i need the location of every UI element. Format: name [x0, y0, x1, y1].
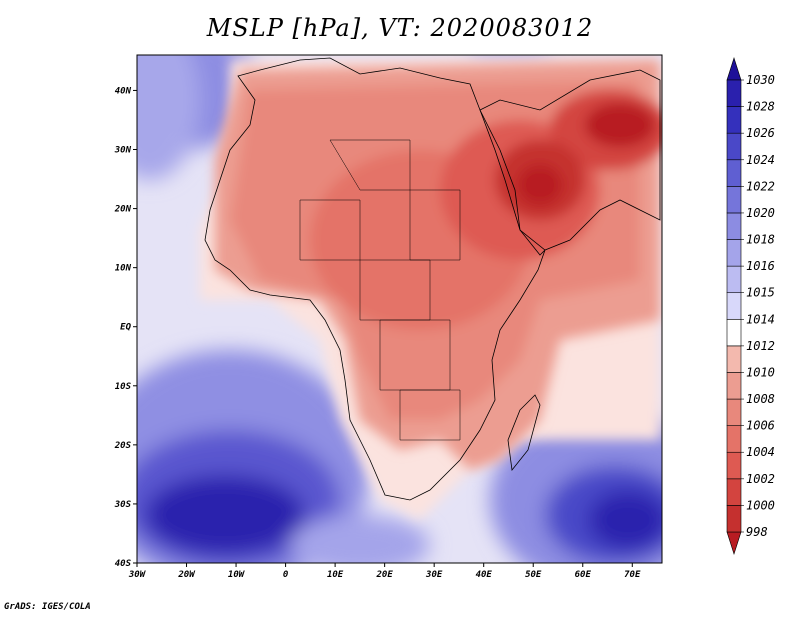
colorbar-swatch: [726, 318, 742, 347]
colorbar-legend: 998 1000 1002 1004 1006 1008 1010 1012 1014 1015 1…: [726, 57, 775, 555]
map-frame: [136, 54, 663, 564]
colorbar-label: 1002: [746, 472, 775, 486]
y-tick-label: 30S: [114, 500, 132, 510]
x-tick-label: 70E: [624, 570, 641, 580]
arabia-coastline: [479, 69, 661, 251]
y-tick-label: 40N: [115, 86, 132, 96]
madagascar-coastline: [507, 394, 541, 471]
x-tick-label: 20W: [177, 570, 196, 580]
y-tick-label: 40S: [115, 559, 132, 569]
colorbar-label: 998: [746, 525, 768, 539]
colorbar-swatch: [726, 239, 742, 267]
y-tick-label: 20S: [114, 441, 132, 451]
colorbar-swatch: [726, 132, 742, 161]
colorbar-label: 1012: [746, 339, 775, 353]
x-tick-label: 30E: [425, 570, 443, 580]
colorbar-label: 1015: [746, 286, 775, 300]
pressure-field: [137, 55, 662, 563]
colorbar-swatch: [726, 159, 742, 187]
colorbar-swatch: [726, 292, 742, 320]
colorbar-label: 1020: [746, 206, 775, 220]
colorbar-swatch: [726, 79, 742, 107]
x-tick-label: 10W: [228, 570, 246, 580]
colorbar-label: 1014: [746, 312, 775, 326]
colorbar-swatch: [726, 478, 742, 506]
y-tick-label: 10N: [115, 264, 132, 274]
colorbar-low-triangle: [726, 531, 742, 555]
y-tick-label: 30N: [114, 146, 132, 156]
colorbar-swatch: [726, 505, 742, 533]
colorbar-label: 1000: [746, 498, 775, 512]
colorbar-swatch: [726, 451, 742, 480]
x-tick-label: 50E: [525, 570, 542, 580]
colorbar-label: 1028: [746, 100, 775, 114]
x-tick-label: 20E: [376, 570, 394, 580]
colorbar-swatch: [726, 345, 742, 373]
colorbar-label: 1004: [746, 445, 775, 459]
colorbar-swatch: [726, 106, 742, 134]
colorbar-high-triangle: [726, 57, 742, 81]
colorbar-label: 1024: [746, 153, 775, 167]
colorbar-label: 1018: [746, 233, 775, 247]
colorbar-label: 1008: [746, 392, 775, 406]
axis-ticks: 30W 20W 10W 0 10E 20E 30E 40E 50E 60E 70E 40S 30S 20S…: [114, 86, 641, 580]
colorbar-swatch: [726, 265, 742, 294]
colorbar-label: 1022: [746, 179, 775, 193]
x-tick-label: 0: [283, 570, 289, 580]
colorbar-swatch: [726, 425, 742, 453]
colorbar-label: 1026: [746, 126, 775, 140]
y-tick-label: EQ: [120, 323, 131, 333]
africa-coastline: [204, 57, 546, 501]
y-tick-label: 20N: [114, 205, 132, 215]
x-tick-label: 60E: [575, 570, 592, 580]
y-tick-label: 10S: [115, 382, 132, 392]
colorbar-label: 1006: [746, 419, 775, 433]
credit-label: GrADS: IGES/COLA: [4, 602, 91, 612]
colorbar-label: 1030: [746, 73, 775, 87]
colorbar-label: 1010: [746, 365, 775, 379]
colorbar-label: 1016: [746, 259, 775, 273]
x-tick-label: 10E: [327, 570, 344, 580]
colorbar-swatch: [726, 212, 742, 240]
colorbar-swatch: [726, 186, 742, 214]
x-tick-label: 30W: [128, 570, 147, 580]
x-tick-label: 40E: [476, 570, 493, 580]
country-borders: [299, 139, 461, 441]
map-title: MSLP [hPa], VT: 2020083012: [206, 14, 594, 42]
colorbar-swatch: [726, 372, 742, 400]
colorbar-swatch: [726, 398, 742, 426]
